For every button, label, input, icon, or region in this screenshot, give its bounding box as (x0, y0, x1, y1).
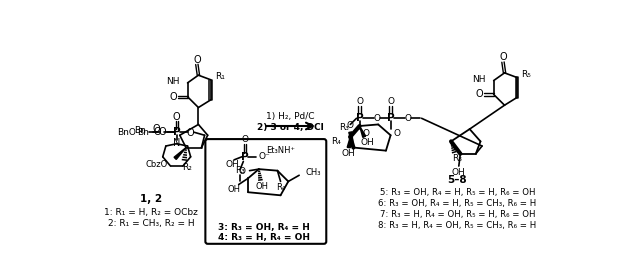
Text: O: O (404, 114, 411, 123)
Text: R₈: R₈ (453, 154, 462, 163)
Text: OH: OH (226, 160, 239, 169)
Text: R₃: R₃ (235, 166, 245, 175)
Text: O: O (173, 112, 180, 122)
Text: 8: R₃ = H, R₄ = OH, R₅ = CH₃, R₆ = H: 8: R₃ = H, R₄ = OH, R₅ = CH₃, R₆ = H (378, 221, 536, 230)
Text: O: O (159, 127, 167, 137)
Text: R₂: R₂ (183, 163, 192, 172)
Text: O: O (499, 52, 507, 62)
FancyBboxPatch shape (205, 139, 326, 244)
Text: O: O (347, 122, 354, 130)
Text: OH: OH (228, 185, 241, 194)
Polygon shape (174, 148, 186, 159)
Text: NH: NH (472, 74, 486, 83)
Text: O: O (363, 129, 370, 138)
Text: R₄: R₄ (276, 183, 285, 192)
Text: P: P (173, 127, 180, 137)
Text: R₁: R₁ (216, 72, 225, 81)
Text: O: O (241, 135, 249, 144)
Text: O: O (394, 129, 401, 138)
Text: OH: OH (255, 181, 268, 191)
Text: 5: R₃ = OH, R₄ = H, R₅ = H, R₆ = OH: 5: R₃ = OH, R₄ = H, R₅ = H, R₆ = OH (379, 188, 535, 197)
Text: 2) 3 or 4, DCl: 2) 3 or 4, DCl (257, 123, 324, 132)
Text: 1: R₁ = H, R₂ = OCbz: 1: R₁ = H, R₂ = OCbz (104, 208, 198, 217)
Text: OH: OH (342, 149, 356, 158)
Text: BnO: BnO (118, 128, 136, 137)
Text: 3: R₃ = OH, R₄ = H: 3: R₃ = OH, R₄ = H (218, 223, 309, 232)
Text: 5–8: 5–8 (448, 175, 467, 185)
Text: O: O (356, 97, 363, 106)
Text: 1, 2: 1, 2 (140, 194, 162, 204)
Text: O: O (475, 89, 483, 99)
Text: 6: R₃ = OH, R₄ = H, R₅ = CH₃, R₆ = H: 6: R₃ = OH, R₄ = H, R₅ = CH₃, R₆ = H (378, 199, 536, 208)
Polygon shape (349, 132, 353, 148)
Text: O: O (170, 92, 177, 102)
Text: O: O (186, 128, 193, 138)
Polygon shape (360, 126, 366, 137)
Text: 1) H₂, Pd/C: 1) H₂, Pd/C (267, 112, 315, 121)
Text: OH: OH (452, 168, 466, 177)
Text: CbzO: CbzO (145, 160, 167, 169)
Text: O: O (238, 167, 246, 176)
Text: Bn: Bn (137, 128, 149, 137)
Text: 4: R₃ = H, R₄ = OH: 4: R₃ = H, R₄ = OH (218, 233, 309, 242)
Text: R₄: R₄ (331, 137, 341, 146)
Text: Bn: Bn (134, 126, 146, 135)
Text: R₃: R₃ (339, 123, 348, 132)
Text: O⁻: O⁻ (259, 152, 270, 161)
Text: O: O (193, 55, 201, 65)
Text: OH: OH (360, 138, 374, 148)
Polygon shape (347, 137, 350, 148)
Text: 7: R₃ = H, R₄ = OH, R₅ = H, R₆ = OH: 7: R₃ = H, R₄ = OH, R₅ = H, R₆ = OH (379, 210, 535, 219)
Text: NH: NH (166, 77, 180, 86)
Text: R₅: R₅ (521, 70, 531, 79)
Text: P: P (241, 152, 249, 162)
Text: O: O (153, 124, 161, 134)
Text: CH₃: CH₃ (306, 168, 321, 177)
Text: O: O (154, 127, 161, 137)
Text: O: O (373, 114, 380, 123)
Text: 2: R₁ = CH₃, R₂ = H: 2: R₁ = CH₃, R₂ = H (108, 218, 195, 228)
Text: O: O (387, 97, 394, 106)
Text: P: P (356, 113, 363, 123)
Text: P: P (387, 113, 394, 123)
Text: N: N (173, 138, 180, 148)
Text: Et₃NH⁺: Et₃NH⁺ (267, 146, 296, 155)
Polygon shape (239, 181, 248, 192)
